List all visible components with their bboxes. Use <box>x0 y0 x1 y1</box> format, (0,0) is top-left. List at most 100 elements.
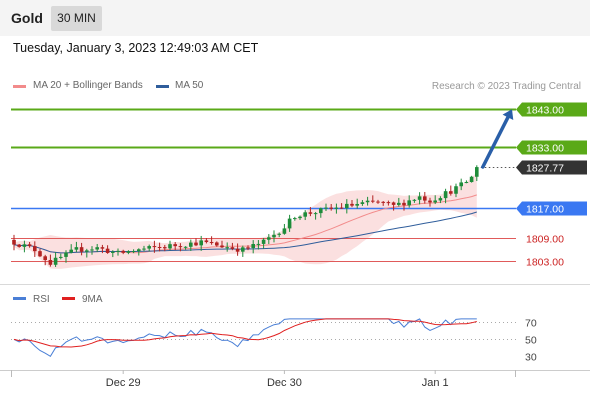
candle <box>391 201 396 211</box>
candle-body <box>126 251 131 253</box>
candle <box>365 196 370 206</box>
candle <box>454 183 458 198</box>
level-label-1803-00: 1803.00 <box>526 257 564 269</box>
candle-body <box>449 191 453 194</box>
candle <box>407 195 411 208</box>
rsi-legend-swatch <box>13 297 26 300</box>
candle <box>371 195 375 204</box>
candle-body <box>168 244 172 249</box>
candle <box>95 243 99 253</box>
candle <box>329 203 333 211</box>
candle-body <box>329 207 333 209</box>
candle-body <box>121 250 125 253</box>
candle <box>152 240 157 253</box>
candle <box>355 198 359 209</box>
candle <box>251 240 255 254</box>
x-tick-label: Dec 29 <box>106 377 141 389</box>
rsi-ma-line <box>13 318 477 348</box>
candle <box>126 250 131 255</box>
candle <box>459 178 463 191</box>
rsi-legend-label: RSI <box>33 294 50 305</box>
candle-body <box>407 200 411 206</box>
candle <box>147 244 151 252</box>
candle-body <box>43 256 47 261</box>
candle <box>12 234 16 251</box>
candle-body <box>147 246 151 249</box>
candle <box>308 207 313 217</box>
candle-body <box>116 250 120 252</box>
ma50-line <box>13 211 477 254</box>
candle-body <box>386 202 391 204</box>
level-labels: 1843.00 1833.00 1827.77 1817.00 1809.00 1803.… <box>516 102 587 269</box>
candle <box>69 244 73 254</box>
candle <box>189 239 193 251</box>
candle <box>256 240 261 250</box>
candle <box>183 246 188 250</box>
candle-body <box>475 167 479 177</box>
level-tag-1843-00: 1843.00 <box>516 102 587 117</box>
level-tag-bg <box>516 102 587 117</box>
candle <box>199 235 203 251</box>
candle <box>241 245 245 257</box>
candle <box>272 230 276 243</box>
candle-body <box>313 213 318 215</box>
candle <box>17 243 21 248</box>
candle <box>423 191 427 204</box>
candle-body <box>256 243 261 245</box>
timeframe-button[interactable]: 30 MIN <box>51 6 102 31</box>
candle <box>230 242 235 251</box>
candle-body <box>261 239 266 244</box>
candle-body <box>22 244 27 247</box>
candle <box>428 197 432 207</box>
candle <box>194 238 198 247</box>
rsi-line <box>13 318 477 357</box>
candle <box>246 245 250 251</box>
candle-body <box>59 256 63 258</box>
candle-body <box>246 247 250 249</box>
candle <box>464 180 469 184</box>
moving-averages <box>13 194 477 254</box>
rsi-tick-label-50: 50 <box>525 335 537 347</box>
level-label-1809-00: 1809.00 <box>526 234 564 246</box>
candle <box>360 200 365 206</box>
candle-body <box>339 207 344 209</box>
candle <box>59 253 63 260</box>
candle-body <box>298 216 302 219</box>
candle-body <box>100 247 105 249</box>
candle <box>43 254 47 266</box>
candle-body <box>178 246 183 248</box>
candle-body <box>350 203 354 206</box>
level-tag-bg <box>516 160 587 175</box>
x-axis: Dec 29 Dec 30 Jan 1 <box>106 370 449 389</box>
level-label-1817-00: 1817.00 <box>526 204 564 216</box>
candle-body <box>308 212 313 214</box>
candle <box>433 195 437 205</box>
bollinger-band <box>14 171 477 269</box>
candle <box>131 249 136 254</box>
ma20-legend-swatch <box>13 85 26 88</box>
candle <box>449 185 453 196</box>
candle-body <box>79 247 84 252</box>
candle <box>324 203 328 212</box>
rsi-tick-label-70: 70 <box>525 318 537 330</box>
header-bar: Gold 30 MIN <box>0 0 590 36</box>
candle-body <box>371 200 375 202</box>
candle-body <box>225 247 229 249</box>
candle <box>48 254 53 267</box>
candlesticks <box>12 165 479 267</box>
candle-body <box>241 247 245 252</box>
candle-body <box>111 251 115 253</box>
candle <box>376 199 380 204</box>
level-label-1833-00: 1833.00 <box>526 143 564 155</box>
candle <box>38 248 42 258</box>
candle <box>90 246 94 255</box>
candle-body <box>142 248 146 250</box>
candle-body <box>194 242 198 246</box>
candle-body <box>27 244 32 247</box>
candle-body <box>152 246 157 248</box>
x-tick-label: Jan 1 <box>422 377 449 389</box>
x-tick-label: Dec 30 <box>267 377 302 389</box>
candle <box>157 242 162 252</box>
symbol-title: Gold <box>11 10 43 26</box>
